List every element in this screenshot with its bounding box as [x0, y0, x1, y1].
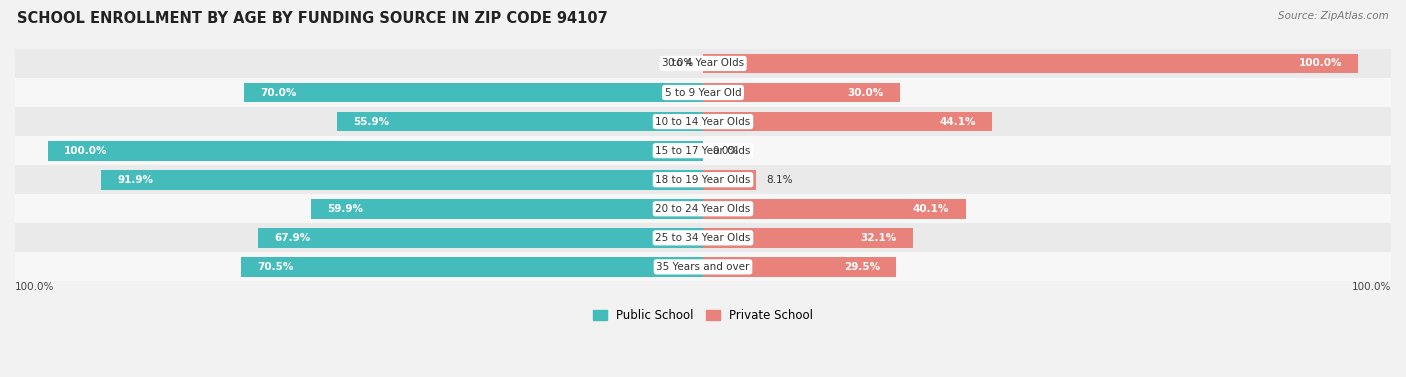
Text: 29.5%: 29.5%	[844, 262, 880, 272]
Bar	[15, 165, 1391, 194]
Bar	[703, 112, 993, 132]
Bar	[15, 136, 1391, 165]
Bar	[240, 257, 703, 277]
Text: 100.0%: 100.0%	[1351, 282, 1391, 292]
Legend: Public School, Private School: Public School, Private School	[588, 304, 818, 326]
Text: 0.0%: 0.0%	[713, 146, 740, 156]
Text: 5 to 9 Year Old: 5 to 9 Year Old	[665, 87, 741, 98]
Text: 100.0%: 100.0%	[15, 282, 55, 292]
Text: 70.0%: 70.0%	[260, 87, 297, 98]
Bar	[15, 78, 1391, 107]
Text: 32.1%: 32.1%	[860, 233, 897, 243]
Bar	[703, 83, 900, 103]
Text: 10 to 14 Year Olds: 10 to 14 Year Olds	[655, 116, 751, 127]
Bar	[101, 170, 703, 190]
Text: 0.0%: 0.0%	[666, 58, 693, 69]
Bar	[259, 228, 703, 248]
Bar	[15, 107, 1391, 136]
Text: 44.1%: 44.1%	[939, 116, 976, 127]
Text: 30.0%: 30.0%	[846, 87, 883, 98]
Bar	[15, 49, 1391, 78]
Bar	[48, 141, 703, 161]
Text: 100.0%: 100.0%	[65, 146, 108, 156]
Bar	[703, 170, 756, 190]
Text: 59.9%: 59.9%	[326, 204, 363, 214]
Bar	[15, 223, 1391, 252]
Text: 25 to 34 Year Olds: 25 to 34 Year Olds	[655, 233, 751, 243]
Bar	[703, 54, 1358, 74]
Text: 55.9%: 55.9%	[353, 116, 389, 127]
Text: 67.9%: 67.9%	[274, 233, 311, 243]
Bar	[15, 194, 1391, 223]
Text: 70.5%: 70.5%	[257, 262, 294, 272]
Text: 3 to 4 Year Olds: 3 to 4 Year Olds	[662, 58, 744, 69]
Bar	[245, 83, 703, 103]
Bar	[703, 228, 914, 248]
Text: 35 Years and over: 35 Years and over	[657, 262, 749, 272]
Text: 8.1%: 8.1%	[766, 175, 793, 185]
Text: Source: ZipAtlas.com: Source: ZipAtlas.com	[1278, 11, 1389, 21]
Text: 15 to 17 Year Olds: 15 to 17 Year Olds	[655, 146, 751, 156]
Bar	[15, 252, 1391, 281]
Bar	[703, 199, 966, 219]
Text: SCHOOL ENROLLMENT BY AGE BY FUNDING SOURCE IN ZIP CODE 94107: SCHOOL ENROLLMENT BY AGE BY FUNDING SOUR…	[17, 11, 607, 26]
Text: 18 to 19 Year Olds: 18 to 19 Year Olds	[655, 175, 751, 185]
Bar	[311, 199, 703, 219]
Bar	[703, 257, 896, 277]
Text: 40.1%: 40.1%	[912, 204, 949, 214]
Text: 100.0%: 100.0%	[1298, 58, 1341, 69]
Text: 91.9%: 91.9%	[117, 175, 153, 185]
Text: 20 to 24 Year Olds: 20 to 24 Year Olds	[655, 204, 751, 214]
Bar	[336, 112, 703, 132]
